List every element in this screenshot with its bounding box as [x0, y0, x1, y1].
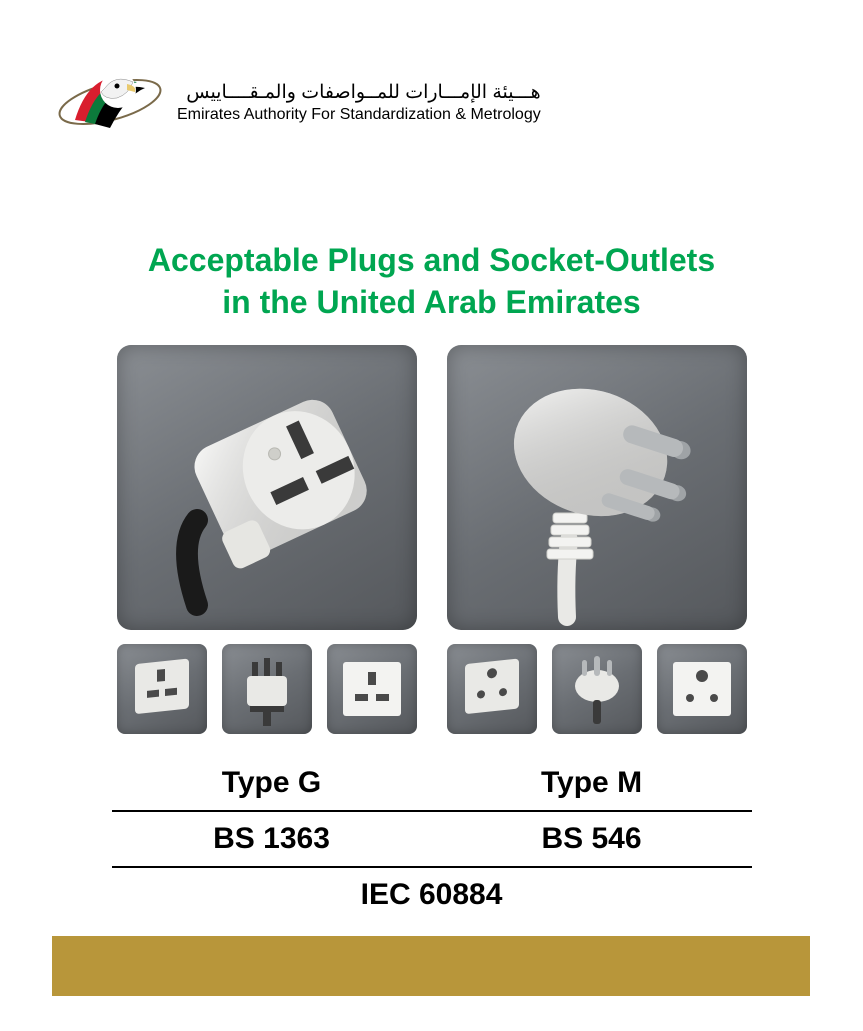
- title-line-2: in the United Arab Emirates: [0, 282, 863, 324]
- logo-text: هـــيئة الإمـــارات للمــواصفات والمـقــ…: [177, 81, 541, 124]
- standards-table: Type G Type M BS 1363 BS 546 IEC 60884: [112, 756, 752, 922]
- plug-image-type-g: [117, 345, 417, 630]
- logo-english: Emirates Authority For Standardization &…: [177, 106, 541, 124]
- header-logo-block: هـــيئة الإمـــارات للمــواصفات والمـقــ…: [0, 0, 863, 145]
- table-row-standards: BS 1363 BS 546: [112, 812, 752, 868]
- thumb-plug-front-m: [552, 644, 642, 734]
- plug-image-type-m: [447, 345, 747, 630]
- footer-bar: [52, 936, 810, 996]
- cell-bs1363: BS 1363: [112, 812, 432, 866]
- logo-mark: [55, 60, 165, 145]
- cell-type-g: Type G: [112, 756, 432, 810]
- thumb-socket-flat-m: [657, 644, 747, 734]
- cell-iec: IEC 60884: [112, 868, 752, 922]
- page-title: Acceptable Plugs and Socket-Outlets in t…: [0, 240, 863, 323]
- thumb-socket-angled-g: [117, 644, 207, 734]
- thumb-plug-front-g: [222, 644, 312, 734]
- title-line-1: Acceptable Plugs and Socket-Outlets: [0, 240, 863, 282]
- cell-type-m: Type M: [432, 756, 752, 810]
- table-row-types: Type G Type M: [112, 756, 752, 812]
- plug-panel-type-m: [447, 345, 747, 734]
- plug-panels: [0, 345, 863, 734]
- thumb-row-type-g: [117, 644, 417, 734]
- plug-panel-type-g: [117, 345, 417, 734]
- thumb-socket-flat-g: [327, 644, 417, 734]
- thumb-row-type-m: [447, 644, 747, 734]
- cell-bs546: BS 546: [432, 812, 752, 866]
- thumb-socket-angled-m: [447, 644, 537, 734]
- logo-arabic: هـــيئة الإمـــارات للمــواصفات والمـقــ…: [177, 81, 541, 104]
